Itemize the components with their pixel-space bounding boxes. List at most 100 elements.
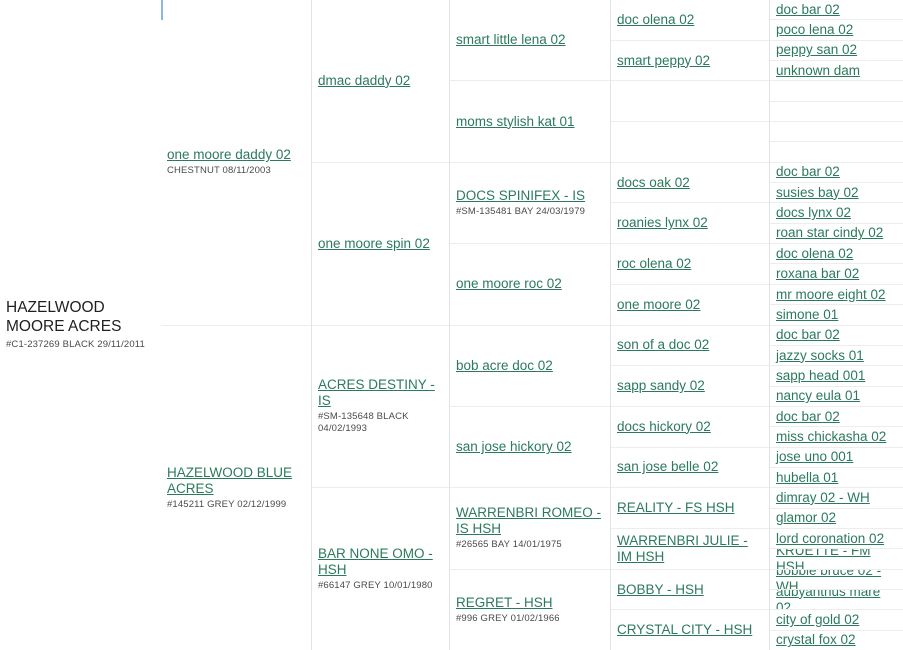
- pedigree-cell: dmac daddy 02: [312, 0, 449, 163]
- pedigree-cell: poco lena 02: [770, 20, 903, 41]
- pedigree-cell: son of a doc 02: [611, 326, 769, 367]
- ancestor-name-link[interactable]: aubyanthus mare 02: [776, 589, 881, 611]
- pedigree-cell: bobbie bruce 02 - WH: [770, 570, 903, 590]
- ancestor-name-link[interactable]: one moore daddy 02: [167, 147, 291, 163]
- pedigree-cell-empty: [770, 81, 903, 102]
- pedigree-cell: san jose hickory 02: [450, 407, 610, 489]
- ancestor-name-link[interactable]: bob acre doc 02: [456, 357, 553, 373]
- ancestor-name-link[interactable]: simone 01: [776, 306, 839, 322]
- pedigree-cell-empty: [611, 122, 769, 163]
- ancestor-name-link[interactable]: dmac daddy 02: [318, 72, 411, 88]
- ancestor-name-link[interactable]: poco lena 02: [776, 22, 854, 38]
- ancestor-registration-meta: #SM-135481 BAY 24/03/1979: [456, 205, 586, 217]
- pedigree-cell: BOBBY - HSH: [611, 570, 769, 611]
- pedigree-cell: city of gold 02: [770, 610, 903, 631]
- pedigree-cell: dimray 02 - WH: [770, 488, 903, 509]
- pedigree-cell: HAZELWOOD BLUE ACRES #145211 GREY 02/12/1…: [161, 326, 311, 650]
- ancestor-name-link[interactable]: jazzy socks 01: [776, 347, 864, 363]
- pedigree-cell: docs oak 02: [611, 163, 769, 204]
- ancestor-name-link[interactable]: doc olena 02: [617, 11, 695, 27]
- pedigree-cell: doc bar 02: [770, 163, 903, 184]
- ancestor-name-link[interactable]: roanies lynx 02: [617, 215, 708, 231]
- ancestor-name-link[interactable]: REALITY - FS HSH: [617, 500, 735, 516]
- pedigree-cell: roan star cindy 02: [770, 224, 903, 245]
- ancestor-name-link[interactable]: roxana bar 02: [776, 266, 860, 282]
- ancestor-name-link[interactable]: crystal fox 02: [776, 632, 856, 648]
- pedigree-cell: lord coronation 02: [770, 529, 903, 550]
- ancestor-name-link[interactable]: san jose belle 02: [617, 459, 719, 475]
- ancestor-name-link[interactable]: nancy eula 01: [776, 388, 861, 404]
- ancestor-name-link[interactable]: sapp sandy 02: [617, 378, 705, 394]
- ancestor-name-link[interactable]: dimray 02 - WH: [776, 489, 870, 505]
- pedigree-cell: one moore daddy 02 CHESTNUT 08/11/2003: [161, 0, 311, 326]
- ancestor-name-link[interactable]: one moore roc 02: [456, 276, 562, 292]
- ancestor-name-link[interactable]: roan star cindy 02: [776, 225, 884, 241]
- ancestor-name-link[interactable]: unknown dam: [776, 62, 861, 78]
- pedigree-cell: smart little lena 02: [450, 0, 610, 82]
- ancestor-name-link[interactable]: WARRENBRI JULIE - IM HSH: [617, 532, 748, 564]
- pedigree-cell: doc bar 02: [770, 326, 903, 346]
- generation-column-parents: one moore daddy 02 CHESTNUT 08/11/2003 HAZ…: [161, 0, 312, 650]
- pedigree-cell: one moore spin 02: [312, 163, 449, 326]
- pedigree-cell: doc olena 02: [611, 0, 769, 41]
- ancestor-name-link[interactable]: HAZELWOOD BLUE ACRES: [167, 464, 293, 496]
- ancestor-name-link[interactable]: city of gold 02: [776, 612, 860, 628]
- pedigree-cell-empty: [770, 142, 903, 163]
- pedigree-cell: docs hickory 02: [611, 407, 769, 448]
- pedigree-cell: simone 01: [770, 305, 903, 326]
- ancestor-name-link[interactable]: peppy san 02: [776, 42, 858, 58]
- ancestor-name-link[interactable]: BAR NONE OMO - HSH: [318, 546, 433, 577]
- ancestor-name-link[interactable]: CRYSTAL CITY - HSH: [617, 622, 753, 638]
- ancestor-name-link[interactable]: roc olena 02: [617, 256, 692, 271]
- pedigree-cell: glamor 02: [770, 509, 903, 529]
- ancestor-name-link[interactable]: KRUETTE - FM HSH: [776, 549, 871, 570]
- ancestor-registration-meta: #66147 GREY 10/01/1980: [318, 579, 433, 591]
- pedigree-cell: roxana bar 02: [770, 264, 903, 285]
- ancestor-name-link[interactable]: DOCS SPINIFEX - IS: [456, 187, 586, 203]
- pedigree-cell: roc olena 02: [611, 244, 769, 285]
- ancestor-name-link[interactable]: susies bay 02: [776, 184, 859, 200]
- ancestor-name-link[interactable]: WARRENBRI ROMEO - IS HSH: [456, 505, 601, 537]
- pedigree-cell: miss chickasha 02: [770, 427, 903, 448]
- generation-column-great-great-grandparents: doc olena 02 smart peppy 02 docs oak 02 roa…: [611, 0, 770, 650]
- pedigree-cell-empty: [770, 102, 903, 123]
- ancestor-name-link[interactable]: smart little lena 02: [456, 32, 566, 48]
- ancestor-name-link[interactable]: doc bar 02: [776, 327, 840, 343]
- ancestor-name-link[interactable]: smart peppy 02: [617, 52, 711, 68]
- pedigree-cell: mr moore eight 02: [770, 285, 903, 306]
- pedigree-cell: doc bar 02: [770, 407, 903, 428]
- ancestor-name-link[interactable]: bobbie bruce 02 - WH: [776, 569, 882, 590]
- generation-column-subject: HAZELWOOD MOORE ACRES #C1-237269 BLACK 29…: [0, 0, 161, 650]
- ancestor-name-link[interactable]: one moore spin 02: [318, 235, 430, 251]
- ancestor-name-link[interactable]: REGRET - HSH: [456, 594, 553, 610]
- ancestor-name-link[interactable]: son of a doc 02: [617, 337, 710, 353]
- ancestor-name-link[interactable]: jose uno 001: [776, 449, 854, 465]
- pedigree-cell: REALITY - FS HSH: [611, 488, 769, 529]
- ancestor-name-link[interactable]: mr moore eight 02: [776, 286, 886, 302]
- ancestor-name-link[interactable]: doc bar 02: [776, 164, 840, 180]
- ancestor-name-link[interactable]: san jose hickory 02: [456, 439, 572, 455]
- ancestor-name-link[interactable]: BOBBY - HSH: [617, 581, 704, 597]
- ancestor-name-link[interactable]: sapp head 001: [776, 367, 866, 383]
- ancestor-registration-meta: CHESTNUT 08/11/2003: [167, 165, 271, 177]
- ancestor-name-link[interactable]: doc bar 02: [776, 408, 840, 424]
- ancestor-name-link[interactable]: doc olena 02: [776, 245, 854, 261]
- ancestor-name-link[interactable]: docs hickory 02: [617, 418, 711, 434]
- ancestor-name-link[interactable]: lord coronation 02: [776, 530, 885, 546]
- ancestor-name-link[interactable]: doc bar 02: [776, 1, 840, 17]
- ancestor-registration-meta: #C1-237269 BLACK 29/11/2011: [6, 338, 145, 350]
- pedigree-cell: DOCS SPINIFEX - IS #SM-135481 BAY 24/03/1…: [450, 163, 610, 245]
- pedigree-cell: BAR NONE OMO - HSH #66147 GREY 10/01/1980: [312, 488, 449, 650]
- ancestor-name-link[interactable]: one moore 02: [617, 296, 701, 312]
- ancestor-name-link[interactable]: miss chickasha 02: [776, 428, 887, 444]
- ancestor-name-link[interactable]: glamor 02: [776, 510, 837, 526]
- pedigree-cell: doc olena 02: [770, 244, 903, 265]
- pedigree-cell: one moore roc 02: [450, 244, 610, 326]
- ancestor-name-link[interactable]: ACRES DESTINY - IS: [318, 377, 435, 409]
- ancestor-name-link[interactable]: docs oak 02: [617, 174, 690, 190]
- ancestor-name-link[interactable]: hubella 01: [776, 469, 839, 485]
- ancestor-name-link[interactable]: moms stylish kat 01: [456, 113, 575, 129]
- pedigree-cell: jazzy socks 01: [770, 346, 903, 367]
- ancestor-name-link[interactable]: docs lynx 02: [776, 205, 852, 221]
